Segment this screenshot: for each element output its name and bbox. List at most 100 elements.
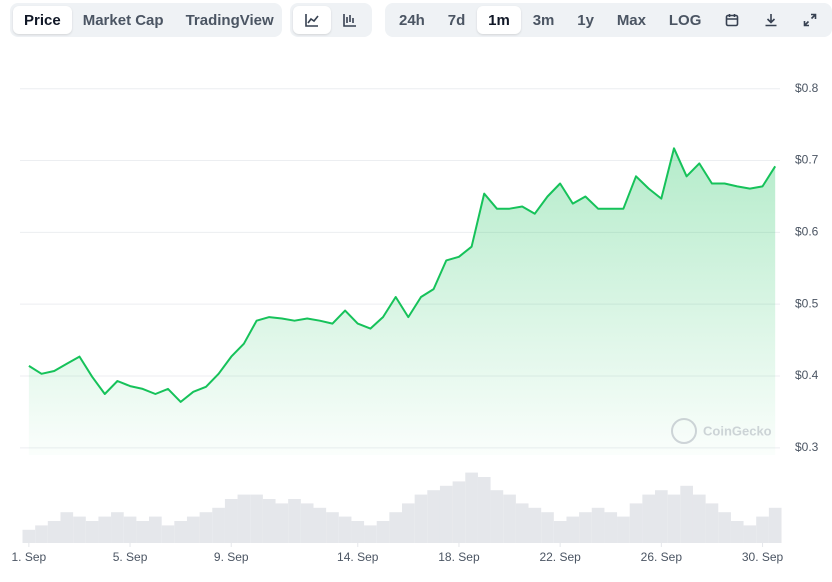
volume-bar [136, 521, 150, 543]
volume-bar [351, 521, 365, 543]
x-tick-label: 14. Sep [337, 550, 379, 564]
range-button[interactable]: LOG [668, 11, 702, 29]
price-area [28, 148, 776, 456]
y-tick-label: $0.4 [795, 368, 819, 382]
y-tick-label: $0.8 [795, 81, 819, 95]
volume-bar [73, 516, 86, 543]
volume-bar [680, 485, 693, 543]
volume-bar [224, 499, 238, 543]
volume-bar [617, 516, 630, 543]
volume-bar [98, 516, 112, 543]
volume-bar [768, 507, 782, 543]
volume-bar [439, 485, 453, 543]
range-button[interactable]: Max [616, 11, 646, 29]
volume-bar [465, 472, 478, 543]
watermark-text: CoinGecko [703, 423, 772, 438]
volume-bar [642, 494, 656, 543]
volume-bar [402, 503, 415, 543]
volume-bar [161, 525, 175, 543]
volume-bar [490, 490, 504, 543]
volume-bar [528, 507, 542, 543]
download-button[interactable] [752, 6, 790, 34]
volume-bar [47, 521, 61, 543]
tab[interactable]: Price [13, 6, 72, 34]
calendar-button[interactable] [713, 6, 751, 34]
volume-bar [414, 494, 428, 543]
y-tick-label: $0.5 [795, 296, 819, 310]
range-button[interactable]: 3m [532, 11, 555, 29]
line-chart-button[interactable] [293, 6, 331, 34]
volume-bar [566, 516, 580, 543]
volume-bar [730, 521, 744, 543]
volume-bar [250, 494, 263, 543]
volume-bar [288, 499, 301, 543]
volume-bar [515, 503, 529, 543]
range-button[interactable]: 1y [577, 11, 594, 29]
range-group: 24h 7d 1m 3m 1y Max LOG [385, 3, 832, 37]
volume-bar [313, 507, 327, 543]
volume-bar [364, 525, 377, 543]
volume-bar [667, 494, 681, 543]
price-line [28, 147, 777, 403]
watermark: CoinGecko [671, 418, 772, 444]
volume-bar [35, 525, 48, 543]
volume-bar [692, 494, 706, 543]
volume-bar [300, 503, 314, 543]
volume-bar [22, 529, 36, 543]
chart-style-group [290, 3, 372, 37]
plot: $0.3 $0.4 $0.5 $0.6 $0.7 $0.8 1. Sep 5. Sep 9. S… [12, 81, 819, 564]
volume-bar [756, 516, 769, 543]
volume-bar [579, 512, 592, 543]
volume-bar [503, 494, 516, 543]
volume-bar [477, 477, 491, 543]
volume-bar [591, 507, 605, 543]
range-button[interactable]: 1m [477, 6, 521, 34]
candle-icon [343, 14, 356, 27]
x-tick-label: 30. Sep [742, 550, 784, 564]
volume-bar [123, 516, 137, 543]
volume-bar [199, 512, 213, 543]
volume-bar [85, 521, 99, 543]
volume-bar [743, 525, 757, 543]
volume-bar [705, 503, 719, 543]
volume-bar [718, 512, 731, 543]
volume-bar [275, 503, 289, 543]
x-tick-label: 9. Sep [214, 550, 249, 564]
line-icon [305, 14, 319, 27]
volume-bar [389, 512, 403, 543]
volume-bar [237, 494, 251, 543]
x-tick-label: 26. Sep [641, 550, 683, 564]
x-tick-label: 1. Sep [12, 550, 47, 564]
range-button[interactable]: 24h [399, 11, 425, 29]
volume-bar [452, 481, 466, 543]
volume-bar [655, 490, 668, 543]
calendar-icon [725, 14, 739, 27]
x-tick-label: 22. Sep [539, 550, 581, 564]
y-tick-label: $0.6 [795, 225, 819, 239]
volume-bar [338, 516, 352, 543]
x-tick-label: 5. Sep [113, 550, 148, 564]
tab[interactable]: Market Cap [82, 11, 164, 29]
range-button[interactable]: 7d [447, 11, 466, 29]
volume-bar [262, 499, 276, 543]
volume-bar [427, 490, 440, 543]
volume-bar [326, 512, 339, 543]
tab[interactable]: TradingView [185, 11, 274, 29]
volume-bar [212, 507, 225, 543]
volume-bar [629, 503, 643, 543]
y-tick-label: $0.3 [795, 440, 819, 454]
download-icon [765, 14, 777, 27]
volume-bar [111, 512, 124, 543]
volume-bar [541, 512, 554, 543]
volume-bar [186, 516, 200, 543]
volume-bar [553, 521, 567, 543]
volume-bar [604, 512, 618, 543]
volume-bar [376, 521, 390, 543]
volume-bar [174, 521, 187, 543]
tab-group: Price Market Cap TradingView [10, 3, 282, 37]
fullscreen-button[interactable] [791, 6, 829, 34]
candle-chart-button[interactable] [331, 6, 369, 34]
volume-bar [149, 516, 162, 543]
